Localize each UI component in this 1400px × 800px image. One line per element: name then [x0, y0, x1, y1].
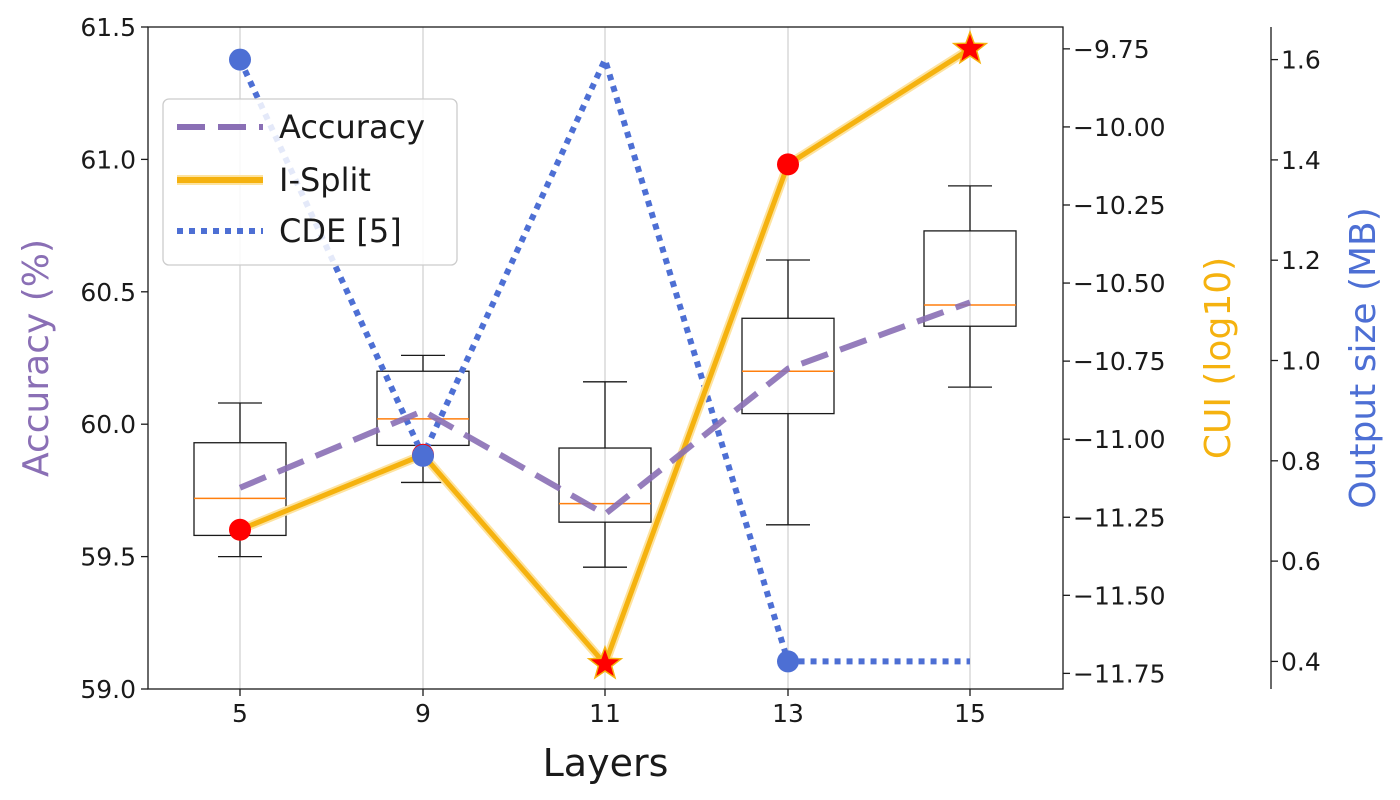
legend-label: CDE [5]	[279, 212, 402, 250]
accuracy-tick-label: 60.0	[80, 410, 136, 439]
x-axis-label: Layers	[543, 741, 669, 785]
legend-label: I-Split	[279, 161, 371, 199]
accuracy-tick-label: 61.0	[80, 145, 136, 174]
cui-axis-label: CUI (log10)	[1198, 257, 1239, 459]
output-size-tick-label: 1.6	[1281, 46, 1321, 75]
cui-tick-label: −9.75	[1073, 35, 1150, 64]
x-tick-label-15: 15	[954, 699, 986, 728]
cde-marker-5	[229, 48, 251, 71]
i-split-marker-5	[229, 518, 251, 541]
cde-marker-9	[412, 444, 434, 467]
output-size-tick-label: 1.2	[1281, 246, 1321, 275]
cui-tick-label: −11.50	[1073, 581, 1166, 610]
i-split-star-marker-11	[586, 644, 624, 680]
output-size-tick-label: 0.6	[1281, 547, 1321, 576]
cui-tick-label: −10.25	[1073, 191, 1166, 220]
accuracy-tick-label: 60.5	[80, 278, 136, 307]
x-tick-label-9: 9	[415, 699, 431, 728]
output-size-tick-label: 0.4	[1281, 647, 1321, 676]
series-markers	[229, 29, 989, 680]
output-size-tick-label: 1.4	[1281, 146, 1321, 175]
accuracy-tick-label: 59.0	[80, 675, 136, 704]
cui-tick-label: −11.75	[1073, 659, 1166, 688]
i-split-marker-13	[777, 153, 799, 176]
legend: Accuracy I-Split CDE [5]	[162, 98, 458, 266]
cde-marker-13	[777, 650, 799, 673]
output-size-axis-label: Output size (MB)	[1343, 207, 1384, 509]
box-13	[741, 317, 835, 415]
cui-tick-label: −10.50	[1073, 269, 1166, 298]
cui-tick-label: −11.00	[1073, 425, 1166, 454]
series-line-cde	[237, 51, 970, 665]
series-line-accuracy	[238, 299, 972, 518]
i-split-star-marker-15	[951, 29, 989, 65]
cui-tick-label: −10.75	[1073, 347, 1166, 376]
accuracy-tick-label: 61.5	[80, 13, 136, 42]
x-tick-label-11: 11	[589, 699, 621, 728]
accuracy-tick-label: 59.5	[80, 543, 136, 572]
box-15	[923, 230, 1017, 327]
legend-box	[162, 98, 458, 266]
x-tick-label-13: 13	[772, 699, 804, 728]
x-tick-label-5: 5	[232, 699, 248, 728]
legend-label: Accuracy	[279, 108, 425, 146]
cui-tick-label: −10.00	[1073, 113, 1166, 142]
output-size-tick-label: 1.0	[1281, 347, 1321, 376]
output-size-tick-label: 0.8	[1281, 447, 1321, 476]
axes: 5 9 11 13 15 Layers 59.0 59.5 60.0 60.5 61.0 61.5 Ac…	[16, 13, 1384, 785]
accuracy-axis-label: Accuracy (%)	[16, 239, 57, 477]
cui-tick-label: −11.25	[1073, 503, 1166, 532]
